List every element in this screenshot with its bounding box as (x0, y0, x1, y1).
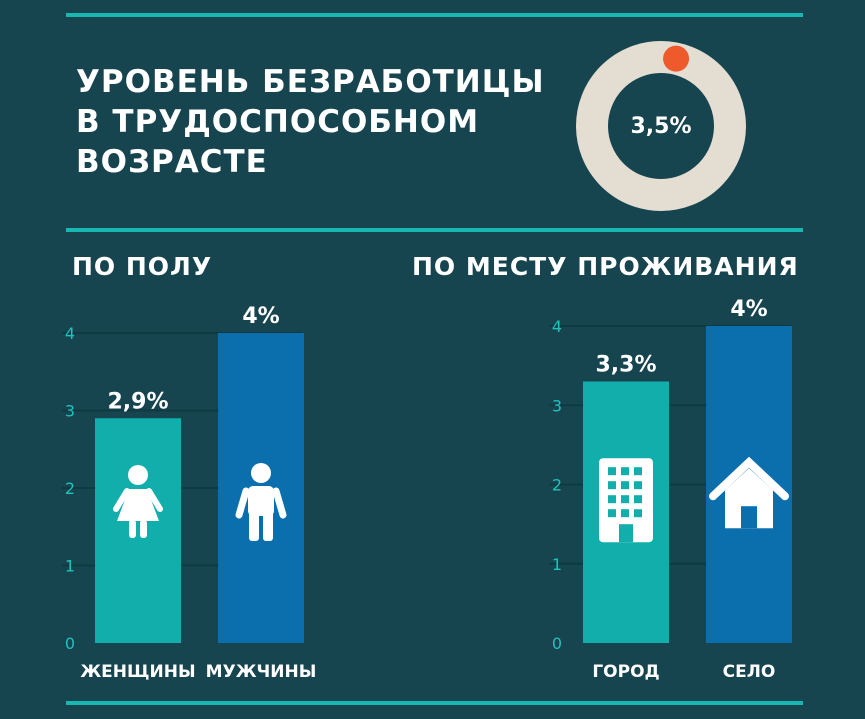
donut-value-label: 3,5% (630, 113, 692, 139)
donut-track (576, 41, 746, 211)
donut-graphic (576, 41, 746, 211)
residence-tick-label: 1 (552, 555, 562, 574)
gender-value-label: 4% (242, 304, 279, 329)
gender-tick-label: 3 (65, 402, 75, 421)
middle-divider (66, 228, 803, 232)
title-line-1: УРОВЕНЬ БЕЗРАБОТИЦЫ (76, 64, 545, 100)
gender-section-title: ПО ПОЛУ (72, 252, 213, 281)
woman-icon (113, 465, 163, 538)
residence-tick-label: 3 (552, 396, 562, 415)
residence-category-label: ГОРОД (592, 662, 659, 682)
gender-category-label: МУЖЧИНЫ (206, 662, 317, 682)
building-icon (599, 458, 653, 543)
residence-bar-chart: 0 1 2 3 4 3,3% ГОРОД 4% СЕЛО (549, 297, 792, 682)
title-line-2: В ТРУДОСПОСОБНОМ (76, 104, 480, 140)
bottom-divider (66, 701, 803, 705)
gender-tick-label: 1 (65, 557, 75, 576)
gender-category-label: ЖЕНЩИНЫ (80, 662, 195, 682)
gender-bar-chart: 0 1 2 3 4 2,9% ЖЕНЩИНЫ 4% МУЖЧИНЫ (62, 304, 317, 682)
gender-value-label: 2,9% (107, 389, 168, 414)
title-line-3: ВОЗРАСТЕ (76, 144, 268, 180)
gender-bar (95, 418, 181, 643)
residence-tick-label: 0 (552, 634, 562, 653)
house-icon (709, 456, 789, 529)
donut-marker (663, 45, 690, 72)
residence-value-label: 4% (730, 297, 767, 322)
gender-tick-label: 0 (65, 634, 75, 653)
man-icon (235, 463, 287, 541)
gender-tick-label: 2 (65, 479, 75, 498)
top-divider (66, 13, 803, 17)
residence-tick-label: 4 (552, 317, 562, 336)
unemployment-donut: 3,5% (574, 39, 748, 213)
page-title: УРОВЕНЬ БЕЗРАБОТИЦЫ В ТРУДОСПОСОБНОМ ВОЗ… (76, 62, 556, 182)
residence-value-label: 3,3% (595, 352, 656, 377)
residence-tick-label: 2 (552, 476, 562, 495)
gender-tick-label: 4 (65, 324, 75, 343)
residence-category-label: СЕЛО (723, 662, 776, 682)
residence-section-title: ПО МЕСТУ ПРОЖИВАНИЯ (412, 252, 799, 281)
